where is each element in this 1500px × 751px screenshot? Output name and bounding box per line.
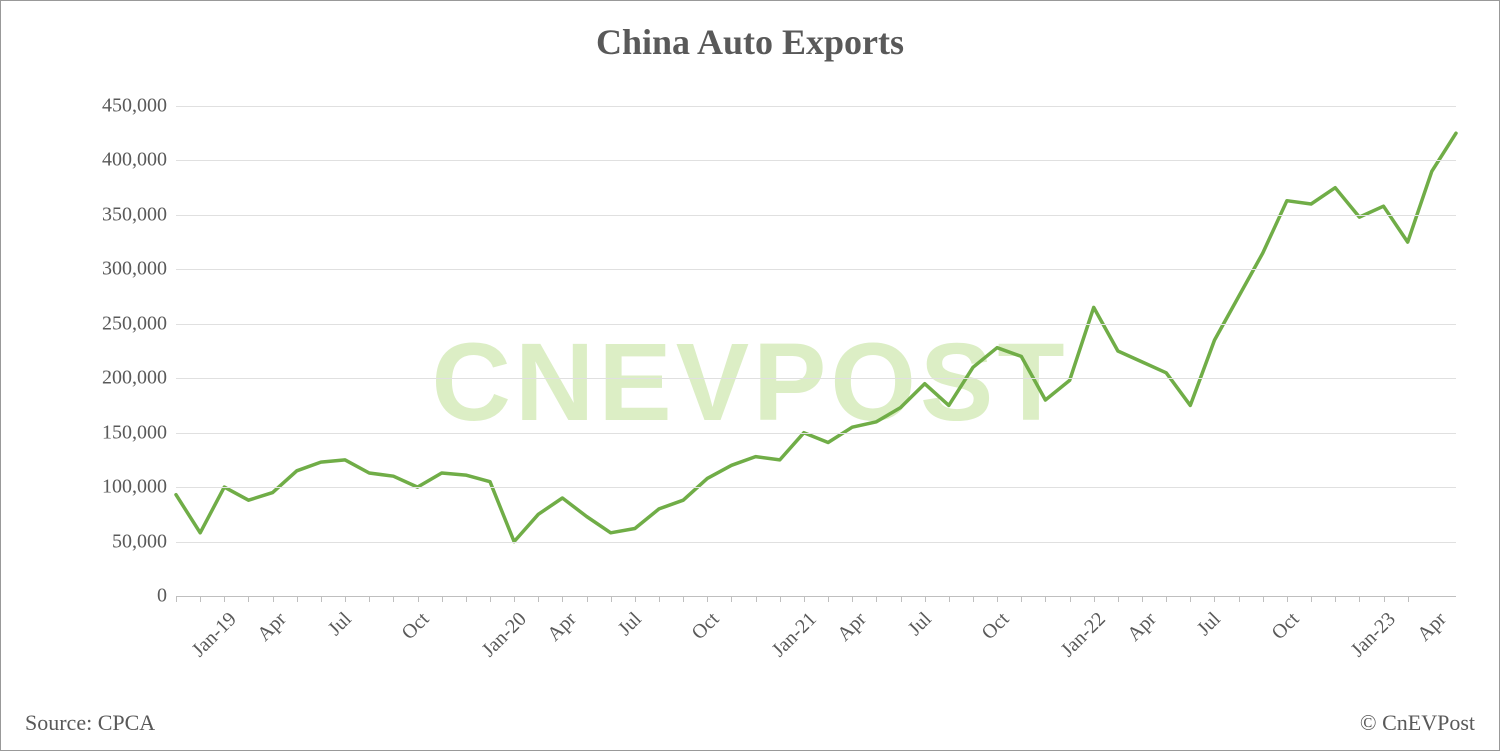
y-tick-label: 400,000 <box>67 149 167 172</box>
x-tick <box>1214 596 1215 602</box>
x-tick-label: Jul <box>324 608 357 641</box>
x-tick <box>1408 596 1409 602</box>
x-tick <box>1359 596 1360 602</box>
x-tick-label: Apr <box>543 608 581 646</box>
gridline <box>176 160 1456 161</box>
x-tick <box>321 596 322 602</box>
x-tick-label: Apr <box>833 608 871 646</box>
x-tick <box>273 596 274 602</box>
x-tick-label: Jan-22 <box>1057 608 1111 662</box>
x-tick <box>418 596 419 602</box>
x-tick <box>1070 596 1071 602</box>
gridline <box>176 269 1456 270</box>
x-tick-label: Jan-19 <box>188 608 242 662</box>
x-tick <box>1263 596 1264 602</box>
y-tick-label: 100,000 <box>67 476 167 499</box>
x-tick <box>1311 596 1312 602</box>
x-tick <box>997 596 998 602</box>
x-tick <box>1166 596 1167 602</box>
y-tick-label: 350,000 <box>67 203 167 226</box>
chart-container: China Auto Exports CNEVPOST Source: CPCA… <box>0 0 1500 751</box>
x-tick-label: Apr <box>1123 608 1161 646</box>
x-tick <box>224 596 225 602</box>
y-tick-label: 250,000 <box>67 312 167 335</box>
x-tick <box>176 596 177 602</box>
x-tick <box>393 596 394 602</box>
x-tick-label: Apr <box>254 608 292 646</box>
x-tick <box>973 596 974 602</box>
x-tick <box>635 596 636 602</box>
x-tick <box>562 596 563 602</box>
x-tick <box>659 596 660 602</box>
x-tick-label: Jul <box>1193 608 1226 641</box>
x-tick <box>611 596 612 602</box>
x-tick <box>804 596 805 602</box>
gridline <box>176 487 1456 488</box>
x-tick-label: Oct <box>398 608 435 645</box>
copyright-label: © CnEVPost <box>1360 710 1475 736</box>
y-tick-label: 150,000 <box>67 421 167 444</box>
x-tick <box>1045 596 1046 602</box>
x-tick <box>756 596 757 602</box>
x-tick-label: Jan-20 <box>477 608 531 662</box>
x-tick <box>1021 596 1022 602</box>
x-tick <box>1118 596 1119 602</box>
x-tick <box>1239 596 1240 602</box>
y-tick-label: 300,000 <box>67 258 167 281</box>
x-tick-label: Apr <box>1413 608 1451 646</box>
gridline <box>176 106 1456 107</box>
gridline <box>176 378 1456 379</box>
x-tick <box>514 596 515 602</box>
x-tick <box>876 596 877 602</box>
x-tick <box>852 596 853 602</box>
x-tick <box>466 596 467 602</box>
x-tick <box>828 596 829 602</box>
x-tick <box>901 596 902 602</box>
x-tick-label: Jan-21 <box>767 608 821 662</box>
x-tick-label: Jul <box>614 608 647 641</box>
x-tick <box>345 596 346 602</box>
x-tick <box>925 596 926 602</box>
x-tick <box>248 596 249 602</box>
x-tick <box>1287 596 1288 602</box>
x-tick <box>369 596 370 602</box>
x-tick <box>949 596 950 602</box>
x-tick <box>780 596 781 602</box>
x-tick <box>1142 596 1143 602</box>
x-tick <box>1335 596 1336 602</box>
gridline <box>176 324 1456 325</box>
gridline <box>176 433 1456 434</box>
x-tick <box>442 596 443 602</box>
x-tick-label: Jul <box>903 608 936 641</box>
x-tick <box>1190 596 1191 602</box>
y-tick-label: 200,000 <box>67 367 167 390</box>
x-tick-label: Jan-23 <box>1347 608 1401 662</box>
plot-area <box>176 106 1456 597</box>
source-label: Source: CPCA <box>25 710 155 736</box>
x-tick <box>1384 596 1385 602</box>
gridline <box>176 542 1456 543</box>
line-series <box>176 106 1456 596</box>
y-tick-label: 450,000 <box>67 95 167 118</box>
x-tick <box>683 596 684 602</box>
x-tick <box>1094 596 1095 602</box>
x-tick <box>490 596 491 602</box>
x-tick <box>731 596 732 602</box>
chart-title: China Auto Exports <box>1 21 1499 63</box>
x-tick <box>297 596 298 602</box>
x-tick-label: Oct <box>977 608 1014 645</box>
gridline <box>176 215 1456 216</box>
x-tick <box>587 596 588 602</box>
x-tick-label: Oct <box>1267 608 1304 645</box>
x-tick <box>200 596 201 602</box>
x-tick <box>538 596 539 602</box>
y-tick-label: 50,000 <box>67 530 167 553</box>
y-tick-label: 0 <box>67 585 167 608</box>
x-tick <box>707 596 708 602</box>
x-tick-label: Oct <box>688 608 725 645</box>
